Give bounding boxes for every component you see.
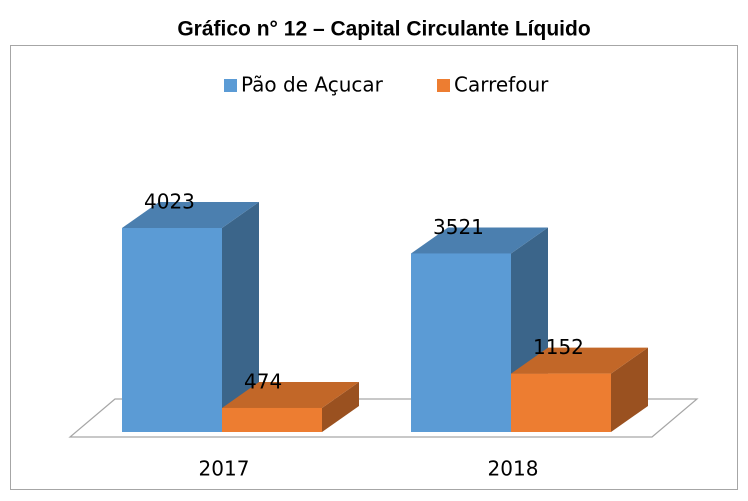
bar bbox=[222, 407, 322, 432]
data-label: 474 bbox=[244, 369, 282, 393]
chart-border bbox=[10, 45, 738, 490]
bar bbox=[122, 228, 222, 432]
x-tick-label: 2017 bbox=[199, 457, 250, 481]
bar-top bbox=[411, 227, 548, 254]
bar bbox=[511, 373, 611, 432]
bar-top bbox=[122, 202, 259, 228]
legend-swatch bbox=[437, 79, 450, 92]
bar bbox=[411, 253, 511, 432]
legend-swatch bbox=[224, 79, 237, 92]
data-label: 3521 bbox=[433, 215, 484, 239]
bar-side bbox=[222, 202, 259, 432]
legend-label: Pão de Açucar bbox=[241, 73, 384, 97]
data-label: 4023 bbox=[144, 190, 195, 214]
legend-label: Carrefour bbox=[454, 73, 549, 97]
bar-side bbox=[611, 347, 648, 432]
data-label: 1152 bbox=[533, 335, 584, 359]
bar-top bbox=[511, 347, 648, 374]
x-tick-label: 2018 bbox=[488, 457, 539, 481]
bar-side bbox=[322, 381, 359, 432]
chart-title: Gráfico n° 12 – Capital Circulante Líqui… bbox=[177, 18, 590, 41]
bar-top bbox=[222, 381, 359, 408]
